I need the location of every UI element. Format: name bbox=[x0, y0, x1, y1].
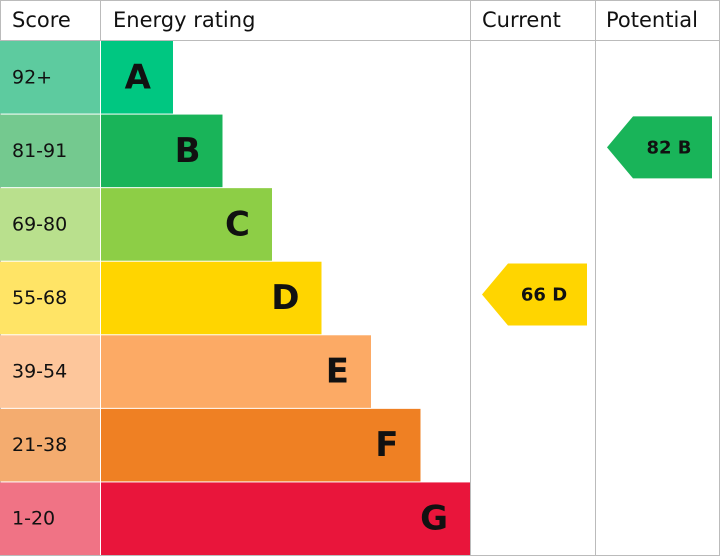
score-cell bbox=[0, 335, 100, 408]
header-potential: Potential bbox=[606, 8, 698, 32]
header-score: Score bbox=[12, 8, 71, 32]
potential-letter: B bbox=[678, 137, 692, 158]
header-current: Current bbox=[482, 8, 561, 32]
rating-letter: G bbox=[420, 499, 448, 539]
header-rating: Energy rating bbox=[113, 8, 255, 32]
score-cell bbox=[0, 114, 100, 188]
rating-letter: D bbox=[271, 278, 299, 318]
rating-bar bbox=[101, 261, 322, 335]
score-range: 1-20 bbox=[12, 508, 55, 530]
score-range: 92+ bbox=[12, 66, 52, 88]
score-cell bbox=[0, 408, 100, 482]
score-cell bbox=[0, 41, 100, 114]
rating-bar bbox=[101, 335, 371, 408]
current-arrow bbox=[482, 263, 587, 326]
current-score: 66 bbox=[521, 285, 546, 306]
score-range: 69-80 bbox=[12, 213, 67, 235]
score-cell bbox=[0, 188, 100, 261]
rating-bar bbox=[101, 408, 421, 482]
rating-letter: A bbox=[125, 57, 152, 97]
score-range: 55-68 bbox=[12, 287, 67, 309]
rating-letter: E bbox=[326, 352, 349, 392]
rating-bar bbox=[101, 482, 470, 555]
rating-letter: C bbox=[225, 204, 250, 244]
score-cell bbox=[0, 261, 100, 335]
score-range: 21-38 bbox=[12, 434, 67, 456]
potential-arrow bbox=[607, 116, 712, 179]
score-range: 39-54 bbox=[12, 361, 67, 383]
rating-bar bbox=[101, 188, 272, 261]
rating-bar bbox=[101, 41, 173, 114]
potential-score: 82 bbox=[646, 137, 671, 158]
rating-letter: B bbox=[175, 131, 201, 171]
score-range: 81-91 bbox=[12, 140, 67, 162]
score-cell bbox=[0, 482, 100, 555]
rating-letter: F bbox=[375, 425, 398, 465]
current-label: 66 D bbox=[521, 285, 567, 306]
potential-label: 82 B bbox=[646, 137, 691, 158]
current-letter: D bbox=[552, 285, 567, 306]
rating-bar bbox=[101, 114, 223, 188]
